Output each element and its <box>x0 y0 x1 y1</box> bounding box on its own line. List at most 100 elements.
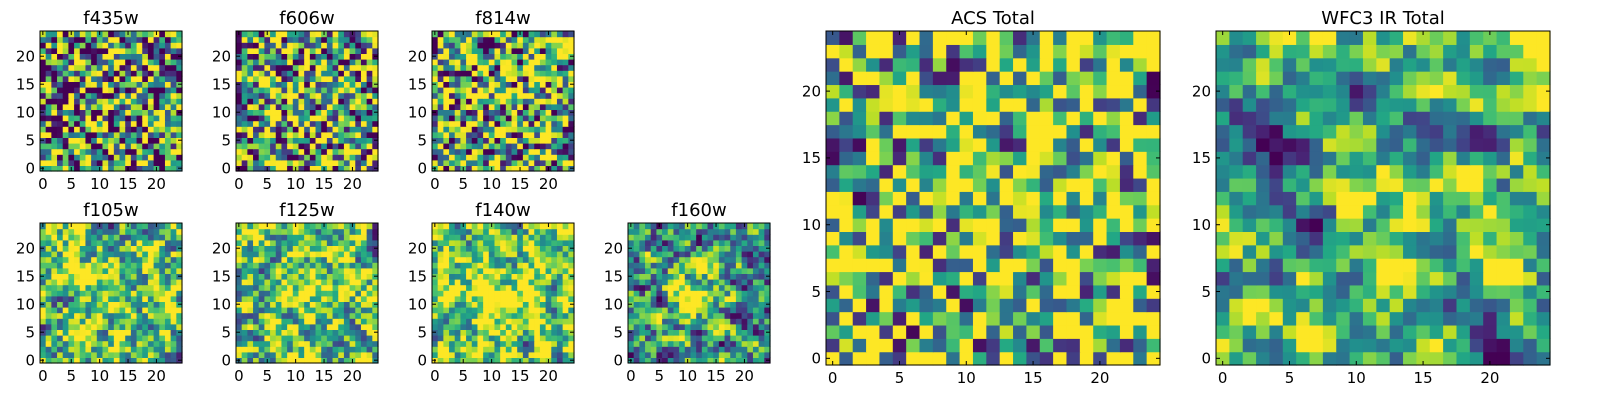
heatmap-cell <box>332 228 339 235</box>
heatmap-cell <box>45 273 52 280</box>
heatmap-cell <box>454 42 461 49</box>
heatmap-cell <box>764 335 771 342</box>
heatmap-cell <box>454 126 461 133</box>
heatmap-cell <box>142 295 149 302</box>
heatmap-cell <box>471 53 479 60</box>
heatmap-cell <box>488 64 496 71</box>
heatmap-cell <box>170 59 177 66</box>
heatmap-cell <box>500 267 507 274</box>
heatmap-cell <box>153 251 160 258</box>
heatmap-cell <box>741 312 748 319</box>
heatmap-cell <box>449 115 456 122</box>
heatmap-cell <box>79 131 87 138</box>
heatmap-cell <box>360 267 368 274</box>
heatmap-cell <box>562 131 569 138</box>
heatmap-cell <box>108 75 115 82</box>
heatmap-cell <box>1039 231 1054 246</box>
heatmap-cell <box>309 267 317 274</box>
heatmap-cell <box>142 239 149 246</box>
heatmap-cell <box>1026 231 1041 246</box>
heatmap-cell <box>696 329 703 336</box>
heatmap-cell <box>68 318 75 325</box>
heatmap-cell <box>326 284 334 291</box>
y-tick-label: 15 <box>604 267 623 285</box>
x-tick-label: 5 <box>458 367 468 385</box>
heatmap-cell <box>113 312 121 319</box>
heatmap-cell <box>349 154 356 161</box>
heatmap-cell <box>275 290 283 297</box>
heatmap-cell <box>454 256 461 263</box>
heatmap-cell <box>505 103 513 110</box>
heatmap-cell <box>247 42 254 49</box>
heatmap-cell <box>62 256 69 263</box>
heatmap-cell <box>741 267 748 274</box>
heatmap-cell <box>287 323 294 330</box>
heatmap-cell <box>62 75 69 82</box>
heatmap-cell <box>96 323 104 330</box>
heatmap-cell <box>326 92 334 99</box>
heatmap-cell <box>517 251 524 258</box>
heatmap-cell <box>338 159 345 166</box>
heatmap-cell <box>332 109 339 116</box>
heatmap-cell <box>315 318 322 325</box>
heatmap-cell <box>494 87 501 94</box>
heatmap-cell <box>326 154 334 161</box>
heatmap-cell <box>972 244 987 259</box>
heatmap-cell <box>40 251 47 258</box>
heatmap-cell <box>57 357 64 364</box>
heatmap-cell <box>539 234 547 241</box>
heatmap-cell <box>454 307 461 314</box>
heatmap-cell <box>454 98 461 105</box>
heatmap-cell <box>315 351 322 358</box>
heatmap-cell <box>556 115 564 122</box>
heatmap-cell <box>360 42 368 49</box>
heatmap-cell <box>298 98 305 105</box>
heatmap-cell <box>96 239 104 246</box>
heatmap-cell <box>707 234 714 241</box>
heatmap-cell <box>443 53 450 60</box>
heatmap-cell <box>119 335 126 342</box>
heatmap-cell <box>679 284 686 291</box>
heatmap-cell <box>68 301 75 308</box>
heatmap-cell <box>119 346 126 353</box>
heatmap-cell <box>298 318 305 325</box>
heatmap-cell <box>79 59 87 66</box>
heatmap-cell <box>562 329 569 336</box>
heatmap-cell <box>932 338 947 353</box>
heatmap-cell <box>258 36 265 43</box>
heatmap-cell <box>349 312 356 319</box>
heatmap-cell <box>633 357 640 364</box>
heatmap-cell <box>79 87 87 94</box>
heatmap-cell <box>275 81 283 88</box>
heatmap-cell <box>460 340 467 347</box>
heatmap-cell <box>62 312 69 319</box>
heatmap-cell <box>437 234 444 241</box>
heatmap-cell <box>315 273 322 280</box>
heatmap-cell <box>534 36 541 43</box>
heatmap-cell <box>125 346 132 353</box>
heatmap-cell <box>494 273 501 280</box>
heatmap-cell <box>645 301 652 308</box>
heatmap-cell <box>343 81 351 88</box>
heatmap-cell <box>113 295 121 302</box>
heatmap-cell <box>500 109 507 116</box>
heatmap-cell <box>839 284 854 299</box>
heatmap-cell <box>488 98 496 105</box>
heatmap-cell <box>298 47 305 54</box>
heatmap-cell <box>718 256 726 263</box>
heatmap-cell <box>85 279 92 286</box>
heatmap-cell <box>437 329 444 336</box>
heatmap-cell <box>147 340 155 347</box>
heatmap-cell <box>556 120 564 127</box>
heatmap-cell <box>338 329 345 336</box>
heatmap-cell <box>241 47 248 54</box>
heatmap-cell <box>747 323 754 330</box>
heatmap-cell <box>528 284 535 291</box>
heatmap-cell <box>326 335 334 342</box>
heatmap-cell <box>136 165 143 172</box>
heatmap-cell <box>304 126 311 133</box>
heatmap-cell <box>460 346 467 353</box>
heatmap-cell <box>159 42 166 49</box>
heatmap-cell <box>1066 218 1081 232</box>
heatmap-cell <box>443 120 450 127</box>
